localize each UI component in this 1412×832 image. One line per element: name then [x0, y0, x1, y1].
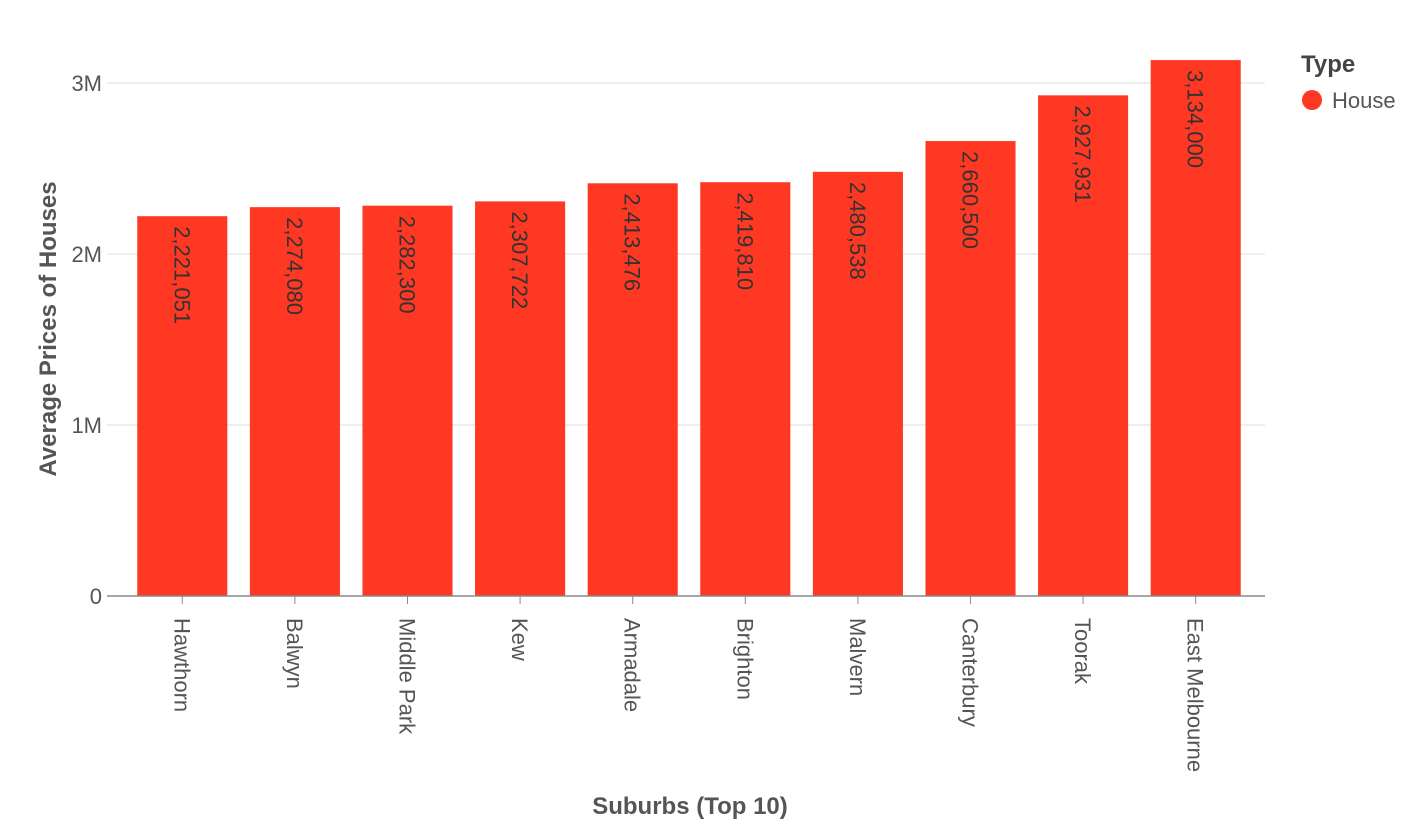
data-label: 2,274,080: [282, 217, 307, 315]
y-tick-label: 0: [90, 584, 102, 609]
x-tick-label: Kew: [507, 618, 532, 661]
x-tick-label: Hawthorn: [169, 618, 194, 712]
bar: [587, 183, 678, 597]
y-tick-label: 3M: [71, 71, 102, 96]
x-tick-label: Armadale: [620, 618, 645, 712]
bar: [812, 171, 903, 596]
y-tick-label: 1M: [71, 413, 102, 438]
data-label: 2,413,476: [620, 193, 645, 291]
y-axis-title: Average Prices of Houses: [35, 181, 62, 476]
data-label: 2,927,931: [1070, 105, 1095, 203]
bar: [249, 207, 340, 596]
x-tick-label: Malvern: [845, 618, 870, 696]
x-tick-label: Toorak: [1070, 618, 1095, 685]
legend: Type House: [1301, 51, 1396, 113]
data-label: 2,307,722: [507, 211, 532, 309]
x-tick-label: Canterbury: [958, 618, 983, 727]
data-label: 2,419,810: [732, 192, 757, 290]
bar: [137, 216, 228, 597]
bar: [475, 201, 566, 597]
bar: [1150, 60, 1241, 596]
legend-title: Type: [1301, 51, 1355, 78]
data-label: 3,134,000: [1183, 70, 1208, 168]
x-tick-label: East Melbourne: [1183, 618, 1208, 772]
x-axis-title: Suburbs (Top 10): [592, 793, 788, 820]
data-label: 2,282,300: [395, 216, 420, 314]
bar: [700, 182, 791, 596]
bars: [137, 60, 1241, 597]
x-tick-label: Middle Park: [395, 618, 420, 735]
bar: [1038, 95, 1129, 597]
x-ticks: Hawthorn Balwyn Middle Park Kew Armadale Brig…: [169, 596, 1208, 772]
data-labels: 2,221,051 2,274,080 2,282,300 2,307,722 2,41…: [169, 70, 1207, 324]
bar: [362, 205, 453, 597]
data-label: 2,480,538: [845, 182, 870, 280]
data-label: 2,221,051: [169, 226, 194, 324]
bar: [925, 141, 1016, 596]
y-tick-label: 2M: [71, 242, 102, 267]
y-ticks: 0 1M 2M 3M: [71, 71, 102, 609]
data-label: 2,660,500: [958, 151, 983, 249]
x-tick-label: Brighton: [732, 618, 757, 700]
legend-label: House: [1332, 88, 1396, 113]
legend-swatch: [1302, 90, 1322, 110]
x-tick-label: Balwyn: [282, 618, 307, 689]
